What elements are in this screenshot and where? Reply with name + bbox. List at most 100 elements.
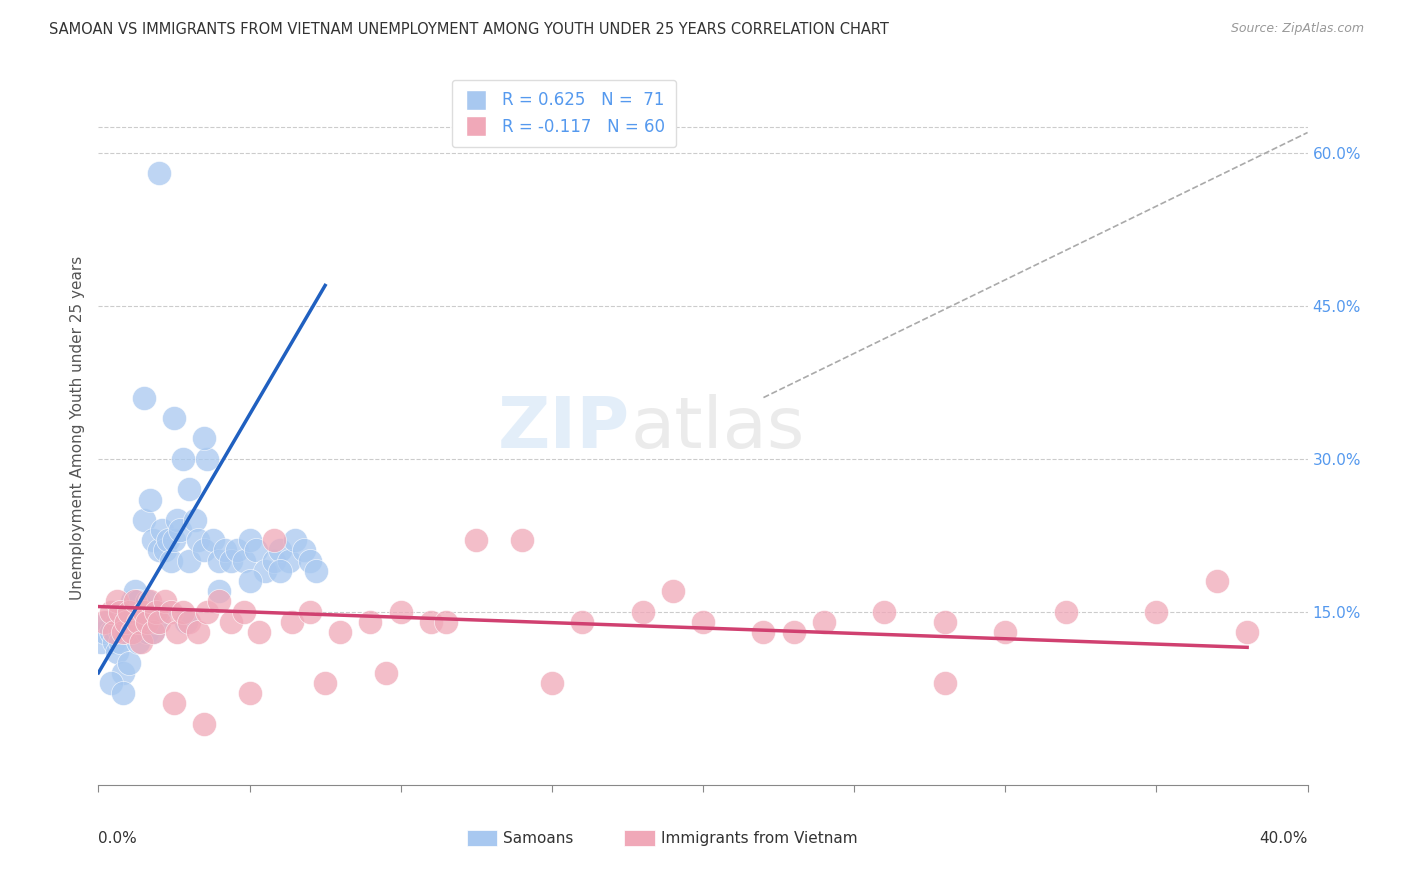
Point [187, 533, 209, 548]
Point [114, 625, 136, 640]
Point [160, 605, 183, 619]
Point [269, 564, 291, 578]
Point [226, 543, 249, 558]
Point [299, 605, 322, 619]
Text: 40.0%: 40.0% [1260, 830, 1308, 846]
Point [108, 625, 131, 640]
Point [114, 605, 136, 619]
Point [118, 656, 141, 670]
Point [145, 605, 167, 619]
Point [232, 605, 254, 619]
Point [132, 605, 155, 619]
Point [163, 533, 186, 548]
Point [934, 615, 956, 629]
Point [187, 625, 209, 640]
Text: atlas: atlas [630, 393, 804, 463]
Y-axis label: Unemployment Among Youth under 25 years: Unemployment Among Youth under 25 years [69, 256, 84, 600]
Point [277, 554, 299, 568]
Point [314, 676, 336, 690]
Point [202, 533, 225, 548]
Point [1054, 605, 1077, 619]
Point [142, 625, 165, 640]
Point [108, 635, 131, 649]
Point [232, 554, 254, 568]
Point [93, 625, 115, 640]
Point [752, 625, 775, 640]
Point [510, 533, 533, 548]
Point [329, 625, 352, 640]
Point [105, 645, 128, 659]
Point [239, 533, 262, 548]
Point [142, 533, 165, 548]
Point [299, 554, 322, 568]
Point [163, 697, 186, 711]
Point [208, 594, 231, 608]
Point [631, 605, 654, 619]
Text: ZIP: ZIP [498, 393, 630, 463]
Point [135, 625, 157, 640]
Point [121, 625, 143, 640]
Point [193, 543, 215, 558]
Point [111, 615, 134, 629]
Point [127, 594, 149, 608]
Point [111, 665, 134, 680]
Point [420, 615, 443, 629]
Point [145, 615, 167, 629]
Point [172, 451, 194, 466]
Point [129, 635, 152, 649]
Point [160, 554, 183, 568]
Point [108, 605, 131, 619]
Point [135, 615, 157, 629]
Point [127, 615, 149, 629]
Point [540, 676, 562, 690]
Point [465, 533, 488, 548]
Point [153, 594, 176, 608]
Text: Immigrants from Vietnam: Immigrants from Vietnam [661, 831, 858, 846]
Point [132, 605, 155, 619]
Point [813, 615, 835, 629]
Point [139, 594, 162, 608]
Point [193, 431, 215, 445]
Point [692, 615, 714, 629]
Point [221, 554, 243, 568]
Text: SAMOAN VS IMMIGRANTS FROM VIETNAM UNEMPLOYMENT AMONG YOUTH UNDER 25 YEARS CORREL: SAMOAN VS IMMIGRANTS FROM VIETNAM UNEMPL… [49, 22, 889, 37]
Point [90, 635, 112, 649]
Point [174, 615, 197, 629]
Point [118, 605, 141, 619]
Point [124, 625, 146, 640]
Point [374, 665, 396, 680]
Point [783, 625, 806, 640]
Point [166, 625, 188, 640]
Point [184, 513, 207, 527]
Point [434, 615, 457, 629]
Point [163, 411, 186, 425]
Point [245, 543, 267, 558]
Point [96, 615, 118, 629]
Point [103, 635, 125, 649]
Legend: R = 0.625   N =  71, R = -0.117   N = 60: R = 0.625 N = 71, R = -0.117 N = 60 [451, 79, 676, 147]
Point [208, 584, 231, 599]
Point [269, 543, 291, 558]
Text: 0.0%: 0.0% [98, 830, 138, 846]
Point [124, 594, 146, 608]
Point [132, 391, 155, 405]
Point [148, 543, 170, 558]
Point [193, 716, 215, 731]
Point [873, 605, 896, 619]
Point [1236, 625, 1258, 640]
Point [121, 594, 143, 608]
Point [114, 615, 136, 629]
Point [100, 625, 122, 640]
Point [263, 533, 285, 548]
Point [360, 615, 382, 629]
Point [172, 605, 194, 619]
Point [111, 686, 134, 700]
Point [100, 676, 122, 690]
Point [166, 513, 188, 527]
Point [661, 584, 683, 599]
Point [208, 554, 231, 568]
Point [195, 605, 218, 619]
Point [148, 605, 170, 619]
Point [389, 605, 412, 619]
Point [179, 615, 201, 629]
